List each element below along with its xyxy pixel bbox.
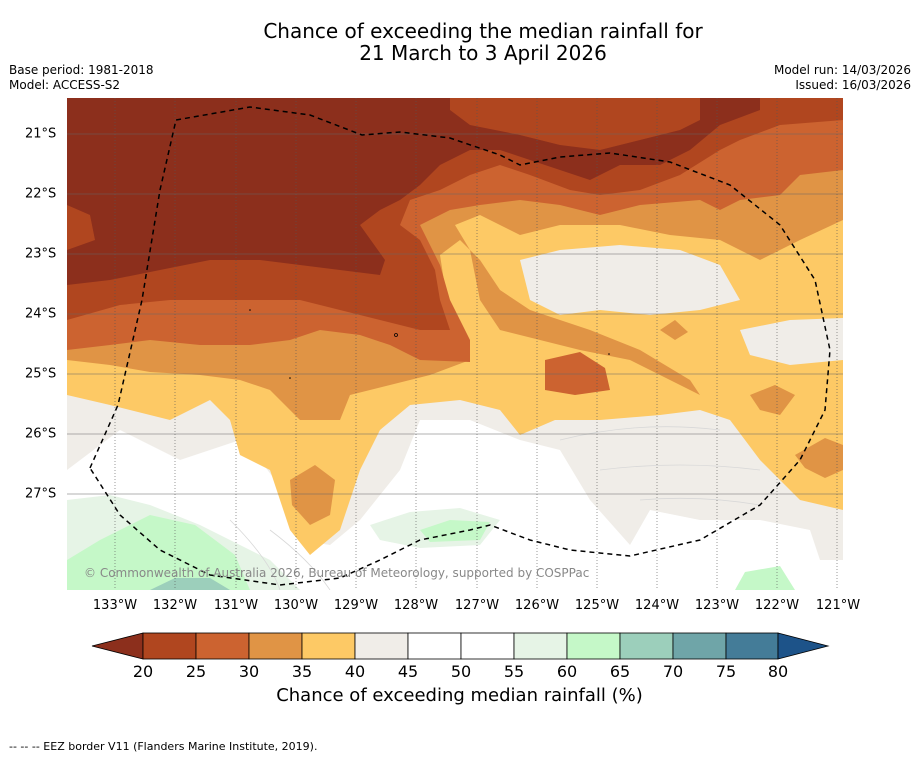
lon-label: 123°W [694,598,740,613]
lat-label: 26°S [25,426,57,442]
colorbar-bin [513,632,568,660]
lon-label: 130°W [273,598,319,613]
colorbar-bin [407,632,462,660]
island-marker [608,353,610,355]
probability-field [67,98,843,590]
field-40-45-interior [520,245,740,315]
lat-label: 23°S [25,246,57,262]
lat-label: 21°S [25,126,57,142]
colorbar-tick: 60 [556,662,578,681]
base-period-label: Base period: 1981-2018 [9,63,154,77]
lat-label: 27°S [25,486,57,502]
field-40-45-east [740,318,843,365]
lon-label: 126°W [514,598,560,613]
graticule-lat [67,133,843,495]
field-20-25-edge [67,205,95,250]
lon-label: 127°W [454,598,500,613]
model-run-label: Model run: 14/03/2026 [773,63,911,77]
field-30-35-patch [290,465,335,525]
lat-label: 22°S [25,186,57,202]
colorbar-tick: 80 [767,662,789,681]
lon-label: 122°W [754,598,800,613]
colorbar-bin [354,632,409,660]
lon-label: 129°W [333,598,379,613]
lon-label: 121°W [815,598,861,613]
colorbar-tick: 65 [609,662,631,681]
field-below-20 [67,98,760,285]
colorbar [91,632,830,660]
colorbar-bin [142,632,197,660]
island-marker [289,377,291,379]
field-30-35-spot [660,320,688,340]
field-30-35-east [750,385,795,415]
colorbar-bin [619,632,674,660]
lat-label: 25°S [25,366,57,382]
island-marker [394,333,398,337]
colorbar-bin [460,632,515,660]
colorbar-bin [195,632,250,660]
field-60-65-southeast [735,566,795,590]
field-60-65-southwest [67,515,250,590]
colorbar-bin [672,632,727,660]
island-marker [249,309,251,311]
map-title-line1: Chance of exceeding the median rainfall … [263,19,703,43]
colorbar-bin [301,632,356,660]
colorbar-tick: 55 [503,662,525,681]
lon-label: 124°W [634,598,680,613]
eez-footnote: -- -- -- EEZ border V11 (Flanders Marine… [9,740,318,753]
copyright-text: © Commonwealth of Australia 2026, Bureau… [84,566,589,580]
issued-label: Issued: 16/03/2026 [795,78,911,92]
colorbar-title: Chance of exceeding median rainfall (%) [276,685,643,706]
graticule [114,98,838,590]
lon-label: 125°W [574,598,620,613]
colorbar-tick: 70 [662,662,684,681]
colorbar-tick: 30 [238,662,260,681]
colorbar-tick: 25 [185,662,207,681]
colorbar-bin [566,632,621,660]
lon-label: 128°W [393,598,439,613]
colorbar-tick: 75 [715,662,737,681]
map-title-line2: 21 March to 3 April 2026 [359,41,607,65]
colorbar-bin [248,632,303,660]
lon-label: 131°W [213,598,259,613]
colorbar-tick: 20 [132,662,154,681]
lat-label: 24°S [25,306,57,322]
colorbar-over-arrow [777,632,830,660]
colorbar-tick: 45 [397,662,419,681]
model-label: Model: ACCESS-S2 [9,78,121,92]
colorbar-bin [725,632,779,660]
colorbar-tick: 35 [291,662,313,681]
field-65-70-southwest [150,578,230,590]
colorbar-under-arrow [91,632,144,660]
lon-label: 132°W [152,598,198,613]
field-30-35-southeast [795,438,843,478]
lon-label: 133°W [92,598,138,613]
field-25-30-patch [545,352,610,395]
colorbar-tick: 40 [344,662,366,681]
colorbar-tick: 50 [450,662,472,681]
field-contours [229,426,761,590]
